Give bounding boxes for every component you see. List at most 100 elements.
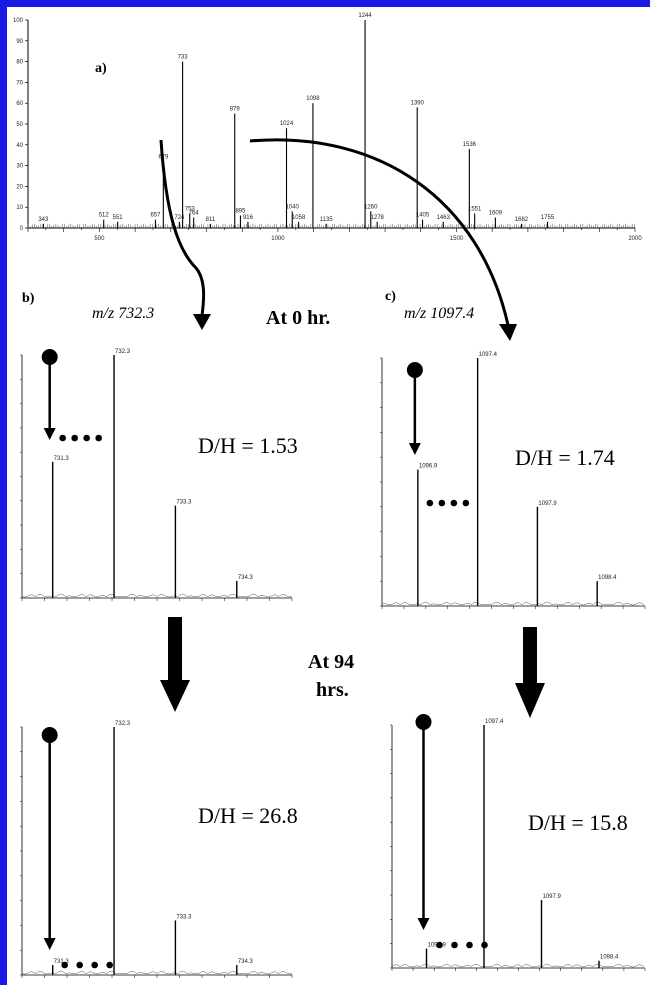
a-peak-label: 657 [150, 213, 161, 219]
time-label-0hr: At 0 hr. [266, 307, 330, 329]
deuterium-dot-icon [426, 499, 434, 507]
a-peak-label: 916 [243, 215, 254, 221]
a-peak-label: 551 [113, 215, 124, 221]
a-y-tick-label: 70 [16, 80, 23, 86]
a-peak-label: 753 [185, 206, 196, 212]
deuterium-dot-icon [450, 499, 458, 507]
a-peak-label: 1278 [371, 215, 385, 221]
a-y-tick-label: 90 [16, 39, 23, 45]
panel-b0-peak-label: 732.3 [115, 349, 131, 355]
curved-arrow-c [249, 138, 510, 326]
big-down-arrow-b [160, 617, 190, 712]
panel-c94-baseline-noise [391, 963, 645, 968]
deuterium-dot-icon [436, 941, 443, 949]
panel-b0-baseline-noise [21, 593, 293, 598]
pin-arrowhead [408, 443, 421, 455]
dh-annotation-c0: D/H = 1.74 [515, 445, 615, 470]
a-peak-label: 1609 [489, 211, 503, 217]
a-peak-label: 1682 [515, 217, 529, 223]
deuterium-dot-icon [95, 434, 102, 442]
a-peak-label: 512 [99, 213, 110, 219]
pin-arrowhead [417, 918, 430, 930]
a-peak-label: 879 [230, 107, 241, 113]
a-y-tick-label: 60 [16, 101, 23, 107]
panel-b0-peak-label: 734.3 [238, 575, 254, 581]
panel-c94-peak-label: 1097.9 [543, 894, 562, 900]
pin-arrowhead [43, 428, 56, 440]
a-peak-label: 1244 [358, 13, 372, 19]
a-x-tick-label: 500 [94, 236, 105, 242]
deuterium-dot-icon [462, 499, 470, 507]
a-y-tick-label: 0 [20, 226, 24, 232]
panel-b0-peak-label: 731.3 [54, 456, 70, 462]
mz-label-c: m/z 1097.4 [404, 305, 474, 322]
a-peak-label: 1390 [411, 100, 425, 106]
arrowhead-b [193, 314, 211, 330]
panel-b94-peak-label: 732.3 [115, 721, 131, 727]
a-peak-label: 1024 [280, 121, 294, 127]
panel-c0-peak-label: 1098.4 [598, 575, 617, 581]
a-x-tick-label: 1000 [271, 236, 285, 242]
panel-b94-peak-label: 734.3 [238, 959, 254, 965]
deuterium-dot-icon [71, 434, 78, 442]
a-y-tick-label: 50 [16, 122, 23, 128]
pin-arrowhead [43, 938, 56, 950]
a-y-tick-label: 40 [16, 143, 23, 149]
deuterium-markers [41, 349, 488, 969]
deuterium-dot-icon [61, 961, 68, 969]
a-peak-label: 1536 [463, 142, 477, 148]
mz-label-b: m/z 732.3 [92, 305, 154, 322]
a-y-tick-label: 20 [16, 184, 23, 190]
panel-b94-baseline-noise [21, 970, 293, 975]
panel-c94-peak-label: 1098.4 [600, 955, 619, 961]
panel-c94-peak-label: 1097.4 [485, 719, 504, 725]
panel-b94-peak-label: 731.3 [54, 959, 70, 965]
deuterium-dot-icon [481, 941, 488, 949]
spectrum-c-0hr: 1096.9 1097.4 1097.9 1098.4 [380, 352, 646, 609]
time-label-94hr-line2: hrs. [316, 679, 349, 701]
a-peak-label: 343 [38, 217, 49, 223]
panel-c0-baseline-noise [381, 601, 645, 606]
dh-annotation-c94: D/H = 15.8 [528, 810, 628, 835]
a-x-tick-label: 1500 [450, 236, 464, 242]
a-y-tick-label: 80 [16, 60, 23, 66]
deuterium-dot-icon [91, 961, 98, 969]
a-peak-label: 1098 [306, 96, 320, 102]
curved-arrow-b [159, 139, 206, 317]
a-peak-label: 1755 [541, 215, 555, 221]
a-y-tick-label: 30 [16, 164, 23, 170]
dh-annotation-b94: D/H = 26.8 [198, 803, 298, 828]
a-peak-label: 895 [235, 209, 246, 215]
a-peak-label: 1551 [468, 206, 482, 212]
a-y-tick-label: 10 [16, 205, 23, 211]
deuterium-dot-icon [59, 434, 66, 442]
panel-c0-peak-label: 1097.4 [479, 352, 498, 358]
deuterium-dot-icon [106, 961, 113, 969]
time-label-94hr-line1: At 94 [308, 651, 354, 673]
spectrum-b-94hr: 731.3 732.3 733.3 734.3 [20, 721, 293, 978]
big-down-arrow-c [515, 627, 545, 718]
a-peak-label: 733 [178, 55, 189, 61]
a-peak-label: 764 [189, 211, 200, 217]
a-peak-label: 724 [174, 215, 185, 221]
a-peak-label: 1405 [416, 213, 430, 219]
a-peak-label: 1463 [437, 215, 451, 221]
panel-c0-peak-label: 1097.9 [538, 501, 557, 507]
label-a: a) [95, 61, 107, 76]
a-x-tick-label: 2000 [628, 236, 642, 242]
a-peak-label: 811 [206, 217, 216, 223]
label-b: b) [22, 291, 35, 306]
a-peak-label: 1058 [292, 215, 306, 221]
deuterium-dot-icon [76, 961, 83, 969]
panel-b0-peak-label: 733.3 [176, 500, 192, 506]
panel-b94-peak-label: 733.3 [176, 914, 192, 920]
dh-annotation-b0: D/H = 1.53 [198, 433, 298, 458]
a-peak-label: 1135 [320, 217, 334, 223]
spectrum-b-0hr: 731.3 732.3 733.3 734.3 [20, 349, 293, 601]
a-y-tick-label: 100 [13, 18, 24, 24]
label-c: c) [385, 289, 396, 304]
deuterium-dot-icon [451, 941, 458, 949]
